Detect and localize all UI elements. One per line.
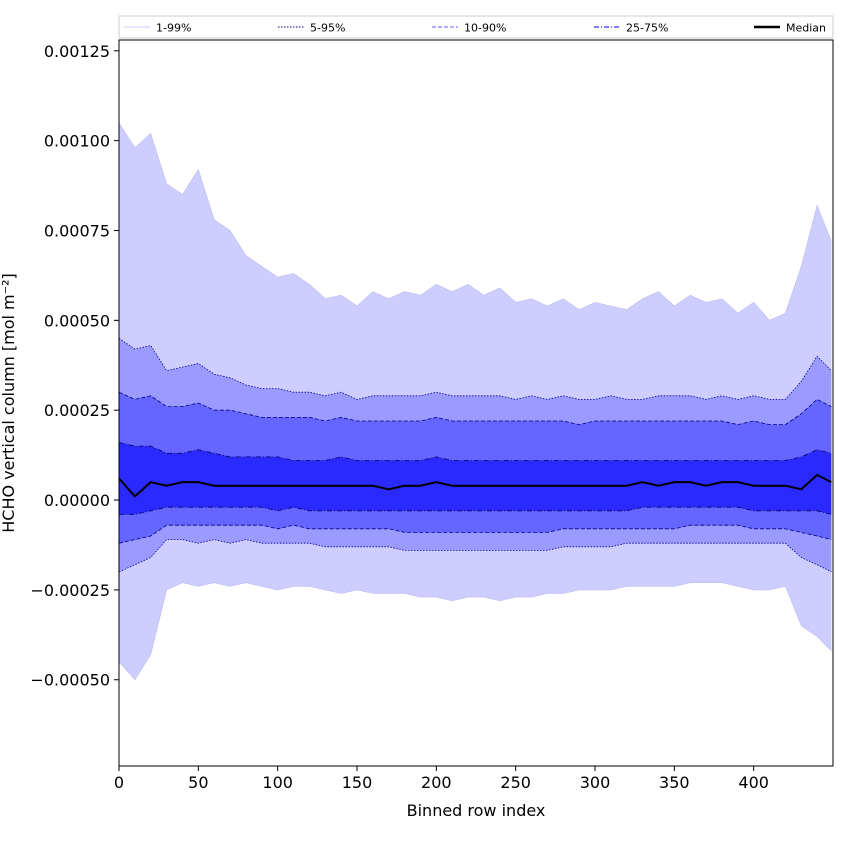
band-25-75pct-lower-edge bbox=[119, 506, 832, 515]
y-tick-label: 0.00075 bbox=[44, 221, 110, 240]
legend-label: 25-75% bbox=[626, 22, 668, 35]
x-tick-label: 50 bbox=[188, 773, 208, 792]
x-tick-label: 200 bbox=[421, 773, 452, 792]
x-tick-label: 0 bbox=[114, 773, 124, 792]
x-tick-label: 250 bbox=[500, 773, 531, 792]
legend-frame bbox=[118, 15, 834, 39]
y-tick-label: −0.00050 bbox=[30, 671, 110, 690]
x-tick-label: 100 bbox=[262, 773, 293, 792]
axes-frame bbox=[118, 39, 834, 767]
band-1-99pct-lower-edge bbox=[118, 582, 832, 681]
band-10-90pct-lower-edge bbox=[118, 524, 832, 544]
band-5-95pct-upper-edge bbox=[118, 337, 832, 400]
y-tick-label: 0.00100 bbox=[44, 132, 110, 151]
y-tick-label: −0.00025 bbox=[30, 581, 110, 600]
x-axis: 0 50 100 150 200 250 300 350 400 bbox=[114, 766, 769, 792]
legend: 1-99% 5-95% 10-90% 25-75% Median bbox=[118, 15, 834, 39]
band-25-75pct bbox=[119, 442, 832, 515]
legend-label: 1-99% bbox=[156, 22, 191, 35]
legend-label: 5-95% bbox=[310, 22, 345, 35]
plot-area bbox=[118, 122, 832, 681]
x-tick-label: 300 bbox=[580, 773, 611, 792]
x-tick-label: 150 bbox=[342, 773, 373, 792]
band-25-75pct-upper-edge bbox=[118, 442, 832, 461]
y-tick-label: 0.00050 bbox=[44, 311, 110, 330]
y-tick-label: 0.00125 bbox=[44, 42, 110, 61]
y-axis: −0.00050 −0.00025 0.00000 0.00025 0.00050 0.0… bbox=[30, 42, 119, 690]
legend-label: 10-90% bbox=[464, 22, 506, 35]
x-tick-label: 400 bbox=[738, 773, 769, 792]
x-tick-label: 350 bbox=[659, 773, 690, 792]
x-axis-label: Binned row index bbox=[407, 801, 546, 820]
legend-label: Median bbox=[786, 22, 826, 35]
median-line bbox=[118, 473, 832, 498]
band-5-95pct-lower-edge bbox=[118, 539, 832, 573]
band-1-99pct-upper-edge bbox=[118, 122, 832, 321]
y-axis-label: HCHO vertical column [mol m⁻²] bbox=[0, 273, 18, 532]
y-tick-label: 0.00025 bbox=[44, 401, 110, 420]
band-10-90pct-upper-edge bbox=[118, 391, 832, 426]
y-tick-label: 0.00000 bbox=[44, 491, 110, 510]
